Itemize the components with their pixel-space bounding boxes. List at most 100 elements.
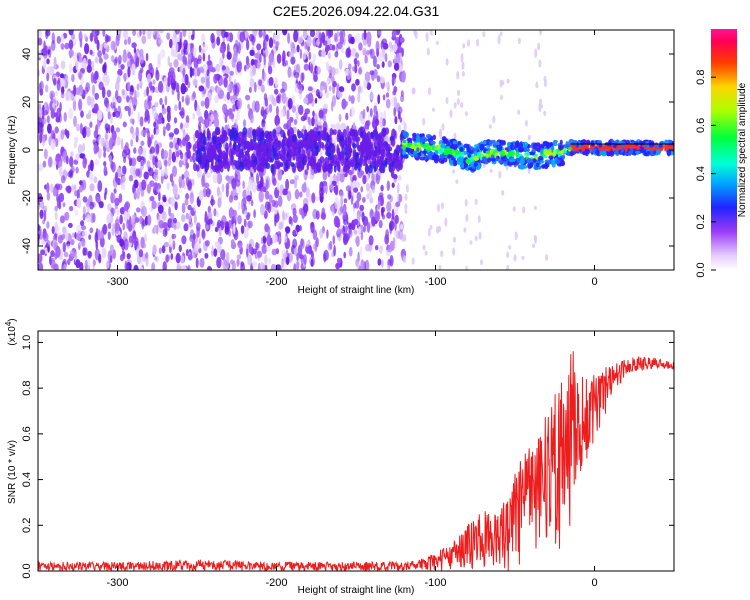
spectrogram-noise-point	[149, 196, 155, 202]
spectrogram-signal-point	[460, 151, 465, 158]
spectrogram-noise-point	[92, 258, 95, 270]
spectrogram-signal-point	[425, 134, 432, 139]
spectrogram-noise-point	[116, 136, 121, 146]
spectrogram-noise-point	[236, 61, 242, 73]
spectrogram-noise-point	[202, 188, 208, 198]
spectrogram-faint-point	[432, 107, 435, 112]
spectrogram-noise-point	[209, 198, 216, 206]
spectrogram-noise-point	[180, 178, 186, 189]
spectrogram-noise-point	[378, 219, 383, 229]
spectrogram-noise-point	[114, 110, 121, 118]
spectrogram-noise-point	[205, 97, 209, 104]
spectrogram-signal-point	[624, 146, 628, 153]
spectrogram-noise-point	[292, 207, 297, 216]
spectrogram-noise-point	[158, 81, 164, 93]
spectrogram-noise-point	[253, 81, 257, 93]
spectrogram-noise-point	[217, 197, 222, 208]
spectrogram-noise-point	[70, 249, 75, 258]
spectrogram-signal-point	[510, 158, 516, 163]
spectrogram-noise-point	[104, 74, 110, 86]
spectrogram-noise-point	[104, 192, 107, 201]
spectrogram-noise-point	[264, 254, 268, 266]
spectrogram-signal-point	[402, 149, 407, 156]
spectrogram-noise-point	[71, 184, 74, 193]
spectrogram-noise-point	[185, 115, 190, 124]
spectrogram-noise-point	[201, 33, 206, 43]
spectrogram-signal-point	[607, 139, 612, 147]
spectrogram-noise-point	[287, 98, 293, 110]
spectrogram-noise-point	[119, 214, 123, 225]
spectrogram-noise-point	[89, 201, 94, 210]
spectrogram-noise-point	[139, 54, 145, 64]
spectrogram-noise-point	[95, 193, 101, 202]
snr-x-tick-label: -200	[265, 577, 287, 589]
spectrogram-faint-point	[424, 250, 428, 256]
spectrogram-noise-point	[53, 78, 57, 86]
spectrogram-noise-point	[142, 242, 147, 249]
spectrogram-noise-point	[47, 49, 51, 55]
spectrogram-noise-point	[189, 192, 194, 205]
spectrogram-noise-point	[272, 97, 277, 107]
spectrogram-noise-point	[117, 74, 121, 84]
spectrogram-noise-point	[308, 51, 312, 60]
spectrogram-noise-point	[204, 182, 210, 189]
spectrogram-x-tick-label: -200	[265, 276, 287, 288]
spectrogram-faint-point	[508, 245, 512, 250]
spectrogram-points	[38, 30, 674, 270]
spectrogram-band-point	[196, 153, 200, 159]
spectrogram-x-label: Height of straight line (km)	[298, 285, 415, 296]
spectrogram-faint-point	[539, 30, 543, 36]
spectrogram-noise-point	[97, 109, 103, 121]
spectrogram-noise-point	[182, 54, 186, 65]
spectrogram-signal-point	[438, 148, 444, 155]
spectrogram-noise-point	[182, 30, 187, 38]
spectrogram-signal-point	[515, 152, 520, 157]
spectrogram-noise-point	[323, 249, 329, 261]
spectrogram-band-point	[349, 130, 354, 137]
spectrogram-signal-point	[477, 151, 482, 158]
spectrogram-noise-point	[332, 80, 337, 88]
spectrogram-band-point	[319, 141, 325, 149]
spectrogram-signal-point	[539, 160, 545, 164]
spectrogram-noise-point	[241, 201, 244, 211]
spectrogram-noise-point	[79, 122, 83, 135]
spectrogram-noise-point	[298, 104, 304, 116]
spectrogram-noise-point	[228, 75, 232, 83]
spectrogram-signal-point	[457, 140, 462, 146]
spectrogram-noise-point	[264, 264, 268, 270]
spectrogram-noise-point	[387, 60, 392, 68]
spectrogram-noise-point	[94, 92, 99, 100]
spectrogram-band-point	[259, 145, 264, 153]
spectrogram-band-point	[329, 128, 333, 136]
spectrogram-noise-point	[229, 206, 234, 219]
spectrogram-band-point	[233, 130, 239, 141]
spectrogram-noise-point	[400, 90, 404, 98]
spectrogram-noise-point	[75, 259, 81, 269]
spectrogram-noise-point	[289, 41, 294, 50]
spectrogram-noise-point	[375, 172, 380, 185]
spectrogram-noise-point	[360, 186, 364, 193]
spectrogram-noise-point	[146, 214, 152, 226]
spectrogram-noise-point	[116, 33, 121, 41]
spectrogram-noise-point	[357, 92, 361, 103]
spectrogram-noise-point	[319, 181, 324, 193]
spectrogram-noise-point	[38, 262, 44, 270]
spectrogram-noise-point	[169, 212, 175, 220]
spectrogram-band-point	[278, 140, 282, 150]
spectrogram-band-point	[292, 152, 296, 161]
spectrogram-signal-point	[473, 162, 478, 167]
spectrogram-band-point	[352, 143, 357, 149]
spectrogram-noise-point	[70, 151, 74, 158]
spectrogram-noise-point	[299, 225, 302, 232]
spectrogram-noise-point	[303, 203, 309, 214]
spectrogram-noise-point	[83, 247, 88, 256]
spectrogram-noise-point	[184, 94, 191, 106]
spectrogram-noise-point	[359, 246, 363, 256]
spectrogram-noise-point	[95, 30, 100, 36]
spectrogram-noise-point	[371, 216, 376, 227]
spectrogram-noise-point	[335, 262, 341, 270]
spectrogram-band-point	[235, 144, 240, 153]
spectrogram-noise-point	[198, 190, 204, 201]
spectrogram-noise-point	[97, 147, 102, 159]
spectrogram-signal-point	[535, 162, 540, 167]
